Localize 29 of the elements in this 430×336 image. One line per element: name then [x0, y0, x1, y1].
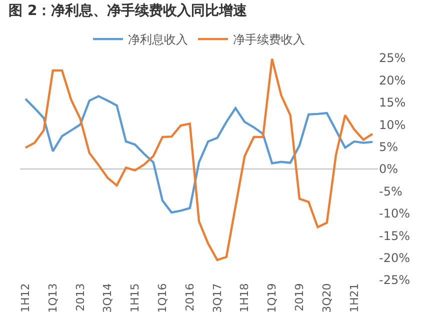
y-tick-label: 25% [379, 51, 406, 66]
y-tick-label: -25% [379, 273, 410, 288]
x-tick-label: 3Q17 [210, 283, 224, 313]
y-tick-label: -20% [379, 251, 410, 265]
x-tick-label: 1Q13 [46, 283, 60, 313]
y-tick-label: -10% [379, 206, 410, 221]
x-tick-label: 3Q14 [101, 283, 114, 313]
x-tick-label: 3Q20 [320, 283, 334, 313]
x-tick-label: 1Q19 [266, 283, 279, 313]
y-tick-label: 0% [379, 162, 398, 176]
x-tick-label: 1H12 [19, 283, 32, 312]
y-tick-label: 10% [379, 118, 406, 132]
x-tick-label: 2016 [183, 283, 196, 312]
x-tick-label: 1Q16 [156, 283, 170, 313]
legend-label: 净利息收入 [128, 32, 188, 47]
legend-label: 净手续费收入 [233, 32, 305, 47]
x-tick-label: 1H18 [238, 283, 252, 312]
line-series [24, 95, 374, 214]
x-tick-label: 2019 [293, 283, 306, 312]
x-tick-label: 1H15 [128, 283, 142, 312]
y-tick-label: 5% [379, 140, 398, 154]
x-tick-label: 2013 [74, 283, 87, 312]
y-tick-label: -5% [379, 184, 402, 198]
y-tick-label: 20% [379, 73, 406, 88]
line-series [24, 58, 374, 262]
x-tick-label: 1H21 [348, 283, 361, 312]
y-tick-label: -15% [379, 228, 410, 243]
y-tick-label: 15% [379, 96, 406, 110]
chart-title: 图 2：净利息、净手续费收入同比增速 [8, 2, 248, 19]
